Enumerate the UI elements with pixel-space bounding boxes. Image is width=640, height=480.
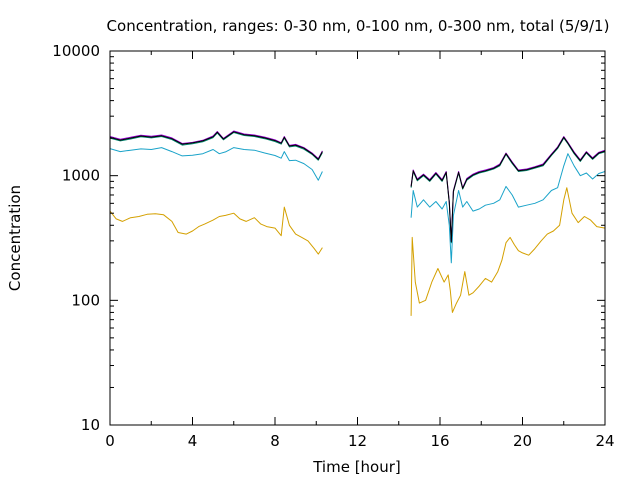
- x-tick-label: 12: [348, 432, 367, 450]
- x-tick-label: 20: [513, 432, 532, 450]
- series-2-line-segment-2: [410, 153, 606, 264]
- series-5-line-segment-2: [410, 136, 606, 243]
- series-1-line-segment-1: [109, 206, 323, 255]
- x-axis-label: Time [hour]: [312, 458, 401, 476]
- y-tick-label: 10: [81, 416, 100, 434]
- series-2-line-segment-1: [109, 147, 323, 181]
- y-tick-label: 10000: [52, 42, 100, 60]
- series-3-line-segment-1: [109, 132, 323, 161]
- x-tick-label: 8: [270, 432, 280, 450]
- x-tick-label: 0: [105, 432, 115, 450]
- plot-series: [109, 130, 606, 316]
- plot-frame: [109, 50, 606, 426]
- y-axis-label: Concentration: [6, 185, 24, 291]
- x-tick-label: 16: [430, 432, 449, 450]
- x-tick-label: 24: [595, 432, 614, 450]
- series-5-line-segment-1: [109, 131, 323, 160]
- y-tick-label: 1000: [62, 167, 100, 185]
- y-tick-label: 100: [71, 291, 100, 309]
- x-axis: 0 4 8 12 16 20 24: [105, 51, 615, 450]
- y-axis: 10 100 1000 10000: [52, 42, 605, 434]
- x-tick-label: 4: [188, 432, 198, 450]
- series-4-line-segment-1: [109, 130, 323, 160]
- chart-title: Concentration, ranges: 0-30 nm, 0-100 nm…: [107, 17, 610, 35]
- series-1-line-segment-2: [410, 187, 606, 316]
